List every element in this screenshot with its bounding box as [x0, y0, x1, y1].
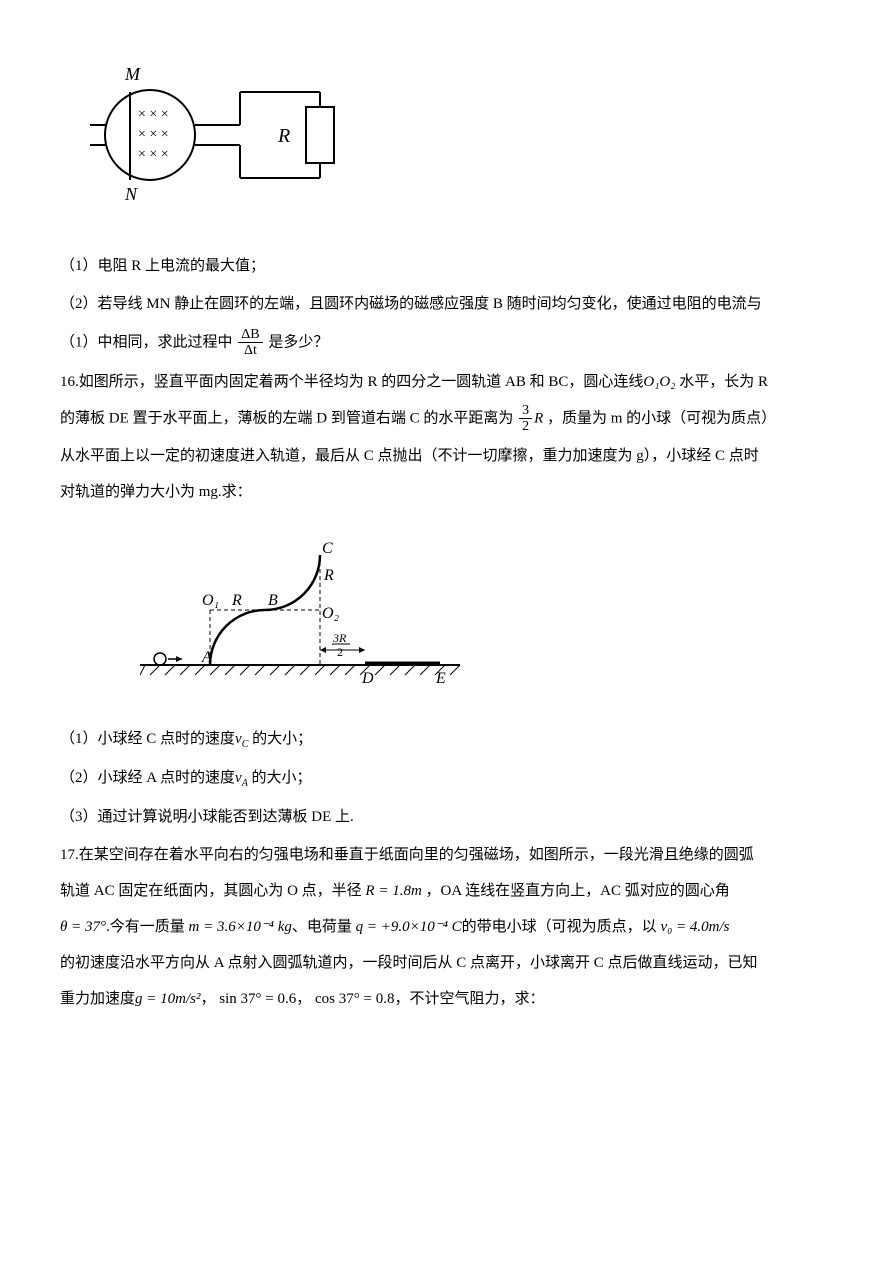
label-R: R — [277, 125, 290, 147]
q17-line2: 轨道 AC 固定在纸面内，其圆心为 O 点，半径 R = 1.8m ，OA 连线… — [60, 876, 832, 906]
q16-intro4: 对轨道的弹力大小为 mg.求： — [60, 477, 832, 507]
q17-line3: θ = 37°.今有一质量 m = 3.6×10⁻⁴ kg、电荷量 q = +9… — [60, 912, 832, 942]
svg-text:E: E — [435, 670, 446, 687]
q15-part2-line1: （2）若导线 MN 静止在圆环的左端，且圆环内磁场的磁感应强度 B 随时间均匀变… — [60, 289, 832, 319]
label-M: M — [124, 64, 141, 84]
fraction-dB-dt: ΔB Δt — [238, 327, 262, 359]
q17-line1: 17.在某空间存在着水平向右的匀强电场和垂直于纸面向里的匀强磁场，如图所示，一段… — [60, 840, 832, 870]
q17-line5: 重力加速度g = 10m/s²， sin 37° = 0.6， cos 37° … — [60, 984, 832, 1014]
svg-text:× × ×: × × × — [138, 147, 169, 162]
svg-text:C: C — [322, 540, 333, 557]
svg-text:2: 2 — [337, 645, 343, 659]
q16-part1: （1）小球经 C 点时的速度vC 的大小； — [60, 724, 832, 755]
q16-intro1: 16.如图所示，竖直平面内固定着两个半径均为 R 的四分之一圆轨道 AB 和 B… — [60, 367, 832, 397]
svg-text:A: A — [201, 649, 212, 666]
q15-part1: （1）电阻 R 上电流的最大值； — [60, 251, 832, 281]
svg-text:O₂: O₂ — [322, 605, 340, 622]
fraction-3-2: 3 2 — [519, 403, 532, 435]
q16-intro3: 从水平面上以一定的初速度进入轨道，最后从 C 点抛出（不计一切摩擦，重力加速度为… — [60, 441, 832, 471]
svg-text:× × ×: × × × — [138, 107, 169, 122]
svg-text:R: R — [231, 592, 242, 609]
q15-part2-line2: （1）中相同，求此过程中 ΔB Δt 是多少？ — [60, 327, 832, 359]
figure-circuit: M N × × × × × × × × × R — [80, 50, 832, 231]
label-N: N — [124, 184, 138, 204]
svg-text:B: B — [268, 592, 278, 609]
svg-text:× × ×: × × × — [138, 127, 169, 142]
svg-text:3R: 3R — [332, 631, 347, 645]
q16-part3: （3）通过计算说明小球能否到达薄板 DE 上. — [60, 802, 832, 832]
svg-text:R: R — [323, 567, 334, 584]
q16-intro2: 的薄板 DE 置于水平面上，薄板的左端 D 到管道右端 C 的水平距离为 3 2… — [60, 403, 832, 435]
svg-text:D: D — [361, 670, 374, 687]
q17-line4: 的初速度沿水平方向从 A 点射入圆弧轨道内，一段时间后从 C 点离开，小球离开 … — [60, 948, 832, 978]
q16-part2: （2）小球经 A 点时的速度vA 的大小； — [60, 763, 832, 794]
figure-track: C R O₁ O₂ R B A D E 3R 2 — [140, 525, 832, 706]
svg-text:O₁: O₁ — [202, 592, 219, 609]
